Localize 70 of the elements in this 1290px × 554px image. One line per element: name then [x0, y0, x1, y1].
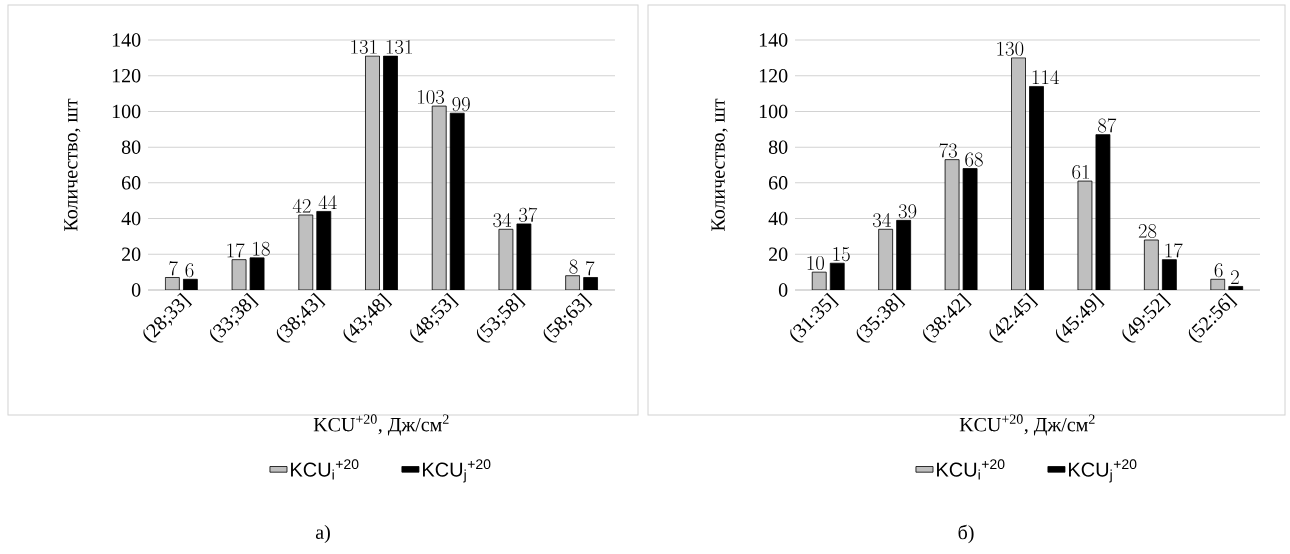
bar [249, 257, 265, 290]
y-tick-label: 80 [768, 140, 788, 154]
data-label: 6 [185, 263, 194, 278]
data-label: 34 [872, 213, 891, 228]
data-label: 18 [253, 241, 270, 256]
data-label: 2 [1231, 270, 1239, 285]
bar [365, 55, 380, 290]
bar [164, 277, 180, 290]
data-label: 99 [452, 97, 470, 112]
data-label: 73 [939, 143, 957, 158]
legend-label: KCU$_{i}$+20 [291, 459, 359, 480]
data-label: 39 [898, 204, 917, 219]
y-tick-label: 40 [768, 211, 788, 226]
bar [583, 277, 599, 290]
y-tick-label: 0 [131, 283, 141, 297]
bar [516, 223, 532, 290]
data-label: 61 [1072, 164, 1089, 179]
y-tick-label: 40 [121, 211, 141, 226]
y-tick-label: 100 [112, 104, 141, 119]
data-label: 17 [227, 243, 245, 258]
data-label: 7 [586, 261, 595, 276]
bar [431, 105, 447, 290]
bar [498, 228, 514, 290]
legend-label: KCU$_{j}$+20 [423, 459, 491, 483]
data-label: 44 [318, 195, 337, 210]
bar [182, 278, 198, 290]
data-label: 68 [965, 152, 983, 167]
data-label: 6 [1214, 263, 1223, 278]
bar [565, 275, 581, 290]
bar [449, 112, 465, 290]
y-tick-label: 20 [122, 247, 141, 262]
data-label: 114 [1032, 70, 1059, 85]
text: а) [315, 524, 330, 544]
text: б) [958, 524, 974, 544]
y-tick-label: 120 [759, 68, 788, 83]
data-label: 103 [418, 89, 445, 104]
y-tick-label: 100 [759, 104, 788, 119]
legend-label: KCU$_{i}$+20 [937, 459, 1005, 480]
bar [878, 228, 894, 290]
data-label: 7 [169, 261, 178, 276]
data-label: 15 [833, 247, 850, 262]
y-axis-title: Количество, шт [711, 98, 728, 232]
x-axis-title: KCU$^{+20}$, Дж/см$^{2}$ [313, 414, 449, 436]
y-tick-label: 140 [759, 33, 788, 47]
y-tick-label: 140 [112, 33, 141, 47]
bar [383, 55, 398, 290]
legend-label: KCU$_{j}$+20 [1069, 459, 1137, 483]
y-tick-label: 20 [769, 247, 788, 262]
y-tick-label: 0 [778, 283, 788, 297]
data-label: 131 [351, 39, 377, 54]
data-label: 37 [519, 207, 538, 222]
data-label: 87 [1098, 118, 1117, 133]
bar [231, 259, 247, 290]
data-label: 131 [386, 39, 412, 54]
data-label: 130 [997, 41, 1024, 56]
y-tick-label: 60 [122, 176, 141, 190]
y-tick-label: 120 [112, 68, 141, 83]
data-label: 10 [807, 256, 824, 271]
bar [316, 211, 332, 290]
x-axis-title: KCU$^{+20}$, Дж/см$^{2}$ [959, 414, 1095, 436]
bar [298, 214, 314, 290]
data-label: 28 [1138, 223, 1157, 238]
y-axis-title: Количество, шт [64, 98, 81, 232]
data-label: 34 [493, 213, 512, 228]
y-tick-label: 80 [121, 140, 141, 154]
data-label: 42 [292, 198, 311, 213]
data-label: 17 [1165, 243, 1183, 258]
data-label: 8 [569, 259, 578, 274]
y-tick-label: 60 [769, 176, 788, 190]
bar [1011, 57, 1026, 290]
